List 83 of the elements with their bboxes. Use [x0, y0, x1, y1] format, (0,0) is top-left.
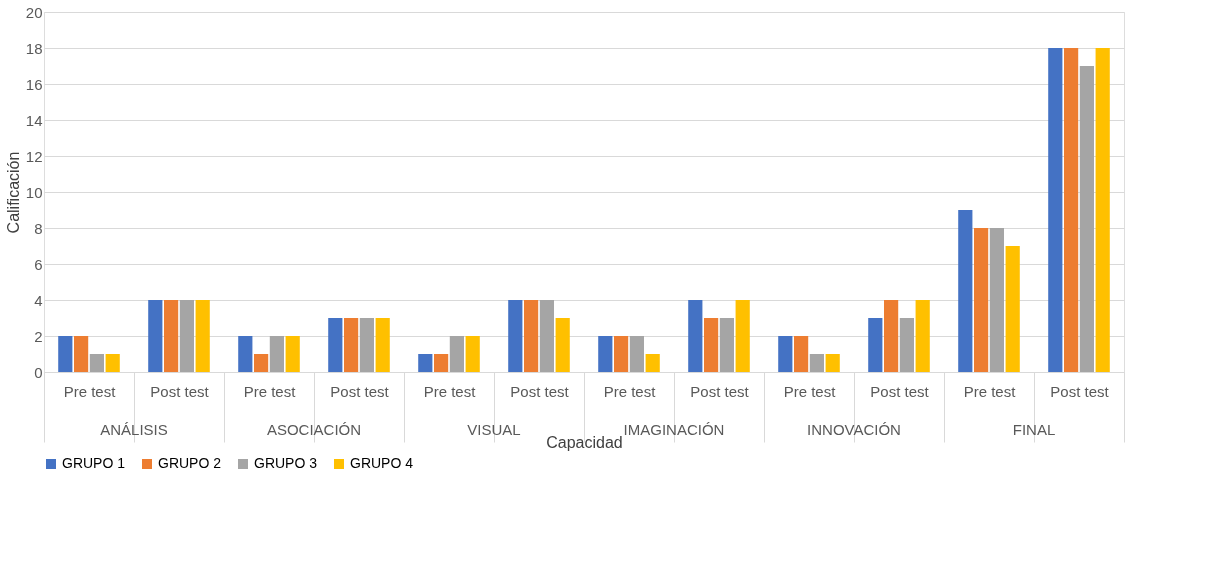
- x-tick-label: Post test: [510, 382, 570, 400]
- x-tick-label: Pre test: [423, 382, 477, 400]
- bar: [1079, 66, 1094, 372]
- y-tick-label: 12: [25, 147, 43, 165]
- bar: [465, 336, 480, 372]
- bar: [825, 354, 840, 372]
- legend-label: GRUPO 3: [254, 455, 318, 471]
- bar: [704, 318, 719, 372]
- bar: [344, 318, 359, 372]
- bar: [778, 336, 793, 372]
- y-tick-label: 2: [34, 327, 43, 345]
- y-tick-label: 18: [25, 39, 43, 57]
- y-tick-label: 6: [34, 255, 43, 273]
- bar: [89, 354, 104, 372]
- x-tick-label: Pre test: [63, 382, 117, 400]
- bar: [555, 318, 570, 372]
- bar: [285, 336, 300, 372]
- x-tick-label: Post test: [690, 382, 750, 400]
- bar: [915, 300, 930, 372]
- bar: [688, 300, 703, 372]
- text: IMAGINACIÓN: [623, 421, 725, 438]
- bar: [645, 354, 660, 372]
- bar: [269, 336, 284, 372]
- bar: [105, 354, 120, 372]
- legend-label: GRUPO 4: [350, 455, 414, 471]
- x-tick-label: Post test: [150, 382, 210, 400]
- bar: [148, 300, 163, 372]
- bar: [735, 300, 750, 372]
- y-tick-label: 16: [25, 75, 43, 93]
- bar: [809, 354, 824, 372]
- bar: [359, 318, 374, 372]
- bar: [508, 300, 523, 372]
- bar: [899, 318, 914, 372]
- y-tick-label: 20: [25, 3, 43, 21]
- text: VISUAL: [467, 421, 521, 438]
- bar: [254, 354, 269, 372]
- bar: [794, 336, 809, 372]
- bar: [449, 336, 464, 372]
- bar: [524, 300, 539, 372]
- bar: [195, 300, 210, 372]
- text: ASOCIACIÓN: [266, 421, 362, 438]
- bar: [375, 318, 390, 372]
- x-tick-label: Post test: [1050, 382, 1110, 400]
- bar: [74, 336, 89, 372]
- y-tick-label: 0: [34, 363, 43, 381]
- y-tick-label: 4: [34, 291, 43, 309]
- y-tick-label: 8: [34, 219, 43, 237]
- legend-label: GRUPO 1: [62, 455, 126, 471]
- x-tick-label: Post test: [330, 382, 390, 400]
- text: FINAL: [1012, 421, 1056, 438]
- text: ANÁLISIS: [100, 421, 168, 438]
- bar: [539, 300, 554, 372]
- bar: [1005, 246, 1020, 372]
- bar: [418, 354, 433, 372]
- bar: [974, 228, 989, 372]
- bar: [1064, 48, 1079, 372]
- bar: [614, 336, 629, 372]
- bar: [164, 300, 179, 372]
- bar: [629, 336, 644, 372]
- bar: [1048, 48, 1063, 372]
- legend-label: GRUPO 2: [158, 455, 222, 471]
- y-tick-label: 10: [25, 183, 43, 201]
- bar: [884, 300, 899, 372]
- x-tick-label: Pre test: [963, 382, 1017, 400]
- bar: [179, 300, 194, 372]
- x-tick-label: Post test: [870, 382, 930, 400]
- text: INNOVACIÓN: [807, 421, 901, 438]
- y-axis-title: Calificación: [4, 151, 22, 234]
- bar: [989, 228, 1004, 372]
- bar: [958, 210, 973, 372]
- bar: [434, 354, 449, 372]
- bar: [868, 318, 883, 372]
- bar: [328, 318, 343, 372]
- x-tick-label: Pre test: [783, 382, 837, 400]
- bar: [719, 318, 734, 372]
- bar: [58, 336, 73, 372]
- bar: [1095, 48, 1110, 372]
- bar: [598, 336, 613, 372]
- y-tick-label: 14: [25, 111, 43, 129]
- x-tick-label: Pre test: [243, 382, 297, 400]
- x-axis-title: Capacidad: [546, 434, 623, 451]
- bar: [238, 336, 253, 372]
- x-tick-label: Pre test: [603, 382, 657, 400]
